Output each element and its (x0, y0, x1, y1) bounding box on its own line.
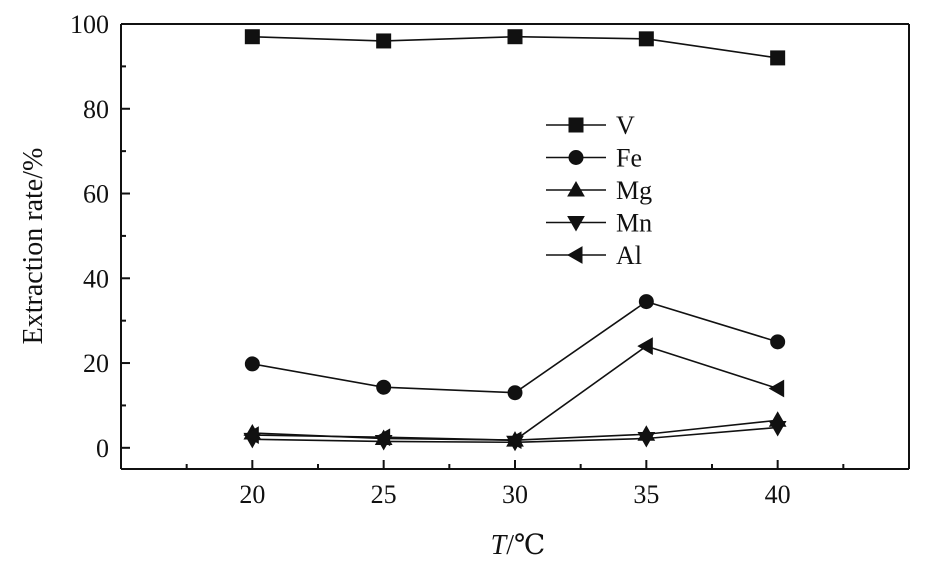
legend-label-v: V (616, 111, 635, 140)
data-point-v (376, 33, 392, 49)
tick-labels: 20 25 30 35 40 0 20 40 60 80 100 (70, 10, 791, 509)
axes (120, 23, 910, 470)
y-tick-label: 40 (83, 264, 109, 293)
x-tick-label: 25 (371, 480, 397, 509)
data-point-al (768, 379, 785, 398)
data-point-al (505, 431, 522, 450)
data-point-v (244, 29, 260, 45)
legend-label-fe: Fe (616, 144, 642, 173)
data-point-fe (244, 356, 260, 372)
legend-marker-fe (568, 150, 584, 165)
data-point-v (770, 50, 786, 66)
markers (243, 29, 787, 452)
data-point-mn (637, 431, 656, 448)
y-tick-label: 100 (70, 10, 109, 39)
y-tick-label: 0 (96, 434, 109, 463)
x-tick-label: 35 (633, 480, 659, 509)
ticks (121, 23, 845, 469)
data-point-fe (770, 334, 786, 350)
legend-label-al: Al (616, 241, 642, 270)
data-point-al (374, 428, 391, 447)
legend-label-mg: Mg (616, 176, 652, 205)
x-tick-label: 20 (239, 480, 265, 509)
data-point-v (507, 29, 523, 45)
y-tick-label: 60 (83, 180, 109, 209)
y-tick-label: 20 (83, 349, 109, 378)
data-point-mn (768, 420, 787, 437)
x-axis-label: T/℃ (491, 530, 546, 561)
x-tick-label: 40 (765, 480, 791, 509)
data-point-al (637, 337, 653, 355)
series-lines (252, 35, 778, 444)
data-point-al (243, 426, 259, 444)
data-point-fe (507, 385, 523, 401)
data-point-fe (638, 294, 654, 310)
y-axis-label: Extraction rate/% (18, 148, 49, 345)
legend-marker-al (566, 246, 583, 264)
series-line-fe (252, 300, 778, 394)
x-tick-label: 30 (502, 480, 528, 509)
legend-marker-mg (567, 180, 585, 197)
y-tick-label: 80 (83, 95, 109, 124)
legend-marker-v (568, 117, 584, 133)
data-point-fe (376, 379, 392, 395)
legend-label-mn: Mn (616, 209, 652, 238)
legend: V Fe Mg Mn Al (546, 111, 652, 270)
data-point-v (638, 31, 654, 47)
legend-marker-mn (567, 216, 585, 232)
